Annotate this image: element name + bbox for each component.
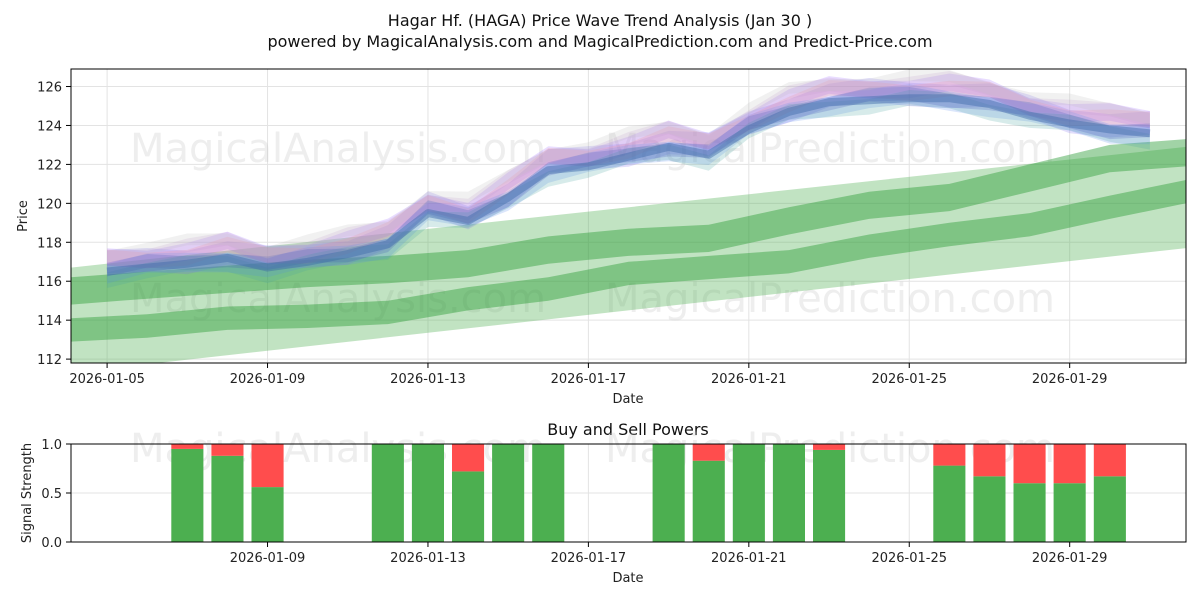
top-gridlines [71, 69, 1186, 363]
price-wave-chart: MagicalAnalysis.com MagicalPrediction.com… [16, 68, 1187, 407]
top-x-tick-label: 2026-01-29 [1032, 372, 1108, 387]
green-lower-band [71, 180, 1186, 342]
sell-bar [973, 444, 1006, 477]
bottom-x-tick-label: 2026-01-29 [1032, 551, 1108, 566]
top-y-tick-label: 120 [37, 197, 62, 212]
wave-lines [106, 69, 1151, 288]
buy-bar [732, 444, 765, 542]
top-plot-frame [70, 68, 1187, 364]
watermark-text: MagicalAnalysis.com [130, 276, 546, 322]
buy-bar [692, 460, 725, 542]
bottom-y-tick-label: 0.0 [41, 536, 62, 551]
buy-bar [452, 471, 485, 542]
green-wide-band [71, 146, 1186, 363]
sell-bar [813, 444, 846, 450]
top-x-tick-label: 2026-01-17 [551, 372, 627, 387]
buy-bar [532, 444, 565, 542]
watermark-text: MagicalPrediction.com [605, 126, 1055, 172]
buy-bar [772, 444, 805, 542]
top-y-tick-label: 122 [37, 158, 62, 173]
wave-line-band [107, 69, 1150, 263]
top-y-tick-label: 114 [37, 314, 62, 329]
green-upper-band [71, 139, 1186, 305]
wave-line-band [107, 80, 1150, 269]
top-x-ticks: 2026-01-05 2026-01-09 2026-01-13 2026-01-17… [69, 363, 1107, 387]
top-y-tick-label: 126 [37, 81, 62, 96]
buy-bar [211, 455, 244, 542]
buy-bar [973, 476, 1006, 542]
wave-line-band [107, 73, 1150, 269]
top-y-tick-label: 124 [37, 119, 62, 134]
buy-bar [813, 449, 846, 542]
chart-title: Hagar Hf. (HAGA) Price Wave Trend Analys… [388, 11, 812, 30]
top-watermarks: MagicalAnalysis.com MagicalPrediction.com… [130, 126, 1055, 322]
bottom-x-tick-label: 2026-01-21 [711, 551, 787, 566]
top-x-tick-label: 2026-01-05 [69, 372, 145, 387]
wave-line-band [107, 90, 1150, 288]
watermark-text: MagicalPrediction.com [605, 276, 1055, 322]
buy-bar [1053, 483, 1086, 542]
bottom-x-ticks: 2026-01-09 2026-01-13 2026-01-17 2026-01-21… [230, 542, 1108, 566]
sell-bar [1093, 444, 1126, 477]
wave-line-band [107, 84, 1150, 284]
top-y-tick-label: 116 [37, 275, 62, 290]
sell-bar [692, 444, 725, 461]
bottom-y-ticks: 0.0 0.5 1.0 [41, 438, 71, 551]
top-y-tick-label: 118 [37, 236, 62, 251]
buy-sell-chart: Buy and Sell Powers MagicalAnalysis.comM… [20, 420, 1187, 586]
bottom-y-tick-label: 0.5 [41, 487, 62, 502]
sell-bar [1013, 444, 1046, 484]
buy-bar [652, 444, 685, 542]
buy-bar [251, 487, 284, 542]
top-x-tick-label: 2026-01-25 [871, 372, 947, 387]
signal-bars [171, 444, 1126, 542]
bottom-x-tick-label: 2026-01-13 [390, 551, 466, 566]
wave-line-band [107, 78, 1150, 275]
top-y-ticks: 112 114 116 118 120 122 124 126 [37, 81, 71, 368]
bottom-chart-title: Buy and Sell Powers [547, 420, 709, 439]
bottom-y-axis-label: Signal Strength [20, 443, 35, 543]
buy-bar [933, 465, 966, 542]
top-y-axis-label: Price [16, 200, 31, 232]
sell-bar [251, 444, 284, 488]
bottom-y-tick-label: 1.0 [41, 438, 62, 453]
top-x-axis-label: Date [612, 392, 643, 407]
sell-bar [1053, 444, 1086, 484]
bottom-x-tick-label: 2026-01-25 [871, 551, 947, 566]
wave-line-band [107, 71, 1150, 265]
watermark-text: MagicalAnalysis.com [130, 126, 546, 172]
bottom-x-tick-label: 2026-01-17 [551, 551, 627, 566]
sell-bar [452, 444, 485, 472]
buy-bar [171, 448, 204, 542]
sell-bar [933, 444, 966, 466]
top-y-tick-label: 112 [37, 353, 62, 368]
top-x-tick-label: 2026-01-21 [711, 372, 787, 387]
top-x-tick-label: 2026-01-13 [390, 372, 466, 387]
price-path-line [106, 94, 1151, 276]
sell-bar [211, 444, 244, 456]
top-x-tick-label: 2026-01-09 [230, 372, 306, 387]
buy-bar [371, 444, 404, 542]
buy-bar [492, 444, 525, 542]
wave-line-band [107, 86, 1150, 277]
bottom-x-axis-label: Date [612, 571, 643, 586]
prediction-bands [71, 139, 1186, 363]
sell-bar [171, 444, 204, 449]
chart-subtitle: powered by MagicalAnalysis.com and Magic… [267, 32, 932, 51]
bottom-x-tick-label: 2026-01-09 [230, 551, 306, 566]
buy-bar [1013, 483, 1046, 542]
buy-bar [411, 444, 444, 542]
buy-bar [1093, 476, 1126, 542]
